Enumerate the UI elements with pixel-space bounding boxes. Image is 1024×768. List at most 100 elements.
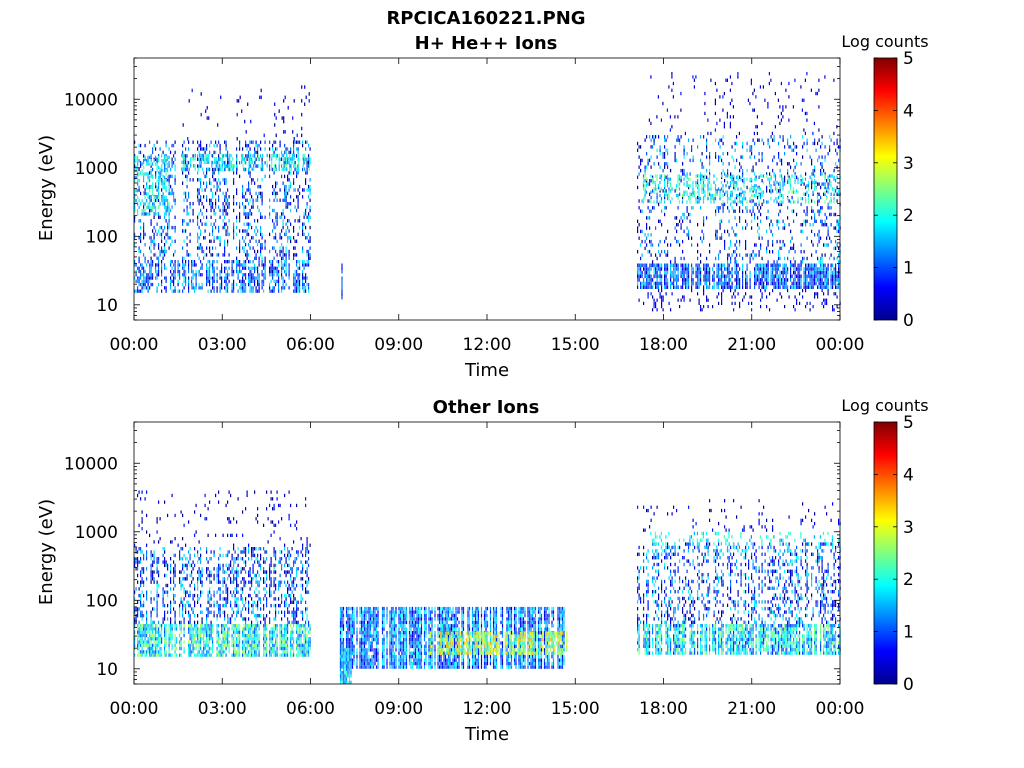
spectrogram-cell	[836, 243, 838, 247]
spectrogram-cell	[808, 267, 810, 271]
spectrogram-cell	[134, 175, 136, 179]
spectrogram-cell	[287, 106, 289, 110]
spectrogram-cell	[833, 190, 835, 194]
spectrogram-cell	[794, 278, 796, 282]
spectrogram-cell	[165, 172, 167, 176]
spectrogram-cell	[260, 195, 262, 199]
spectrogram-cell	[303, 232, 305, 237]
spectrogram-cell	[161, 273, 163, 277]
spectrogram-cell	[791, 263, 793, 268]
spectrogram-cell	[821, 165, 823, 169]
spectrogram-cell	[206, 276, 208, 280]
spectrogram-cell	[817, 285, 819, 289]
spectrogram-cell	[281, 243, 283, 247]
spectrogram-cell	[788, 162, 790, 166]
spectrogram-cell	[216, 633, 218, 638]
spectrogram-cell	[170, 174, 172, 179]
spectrogram-cell	[727, 260, 729, 264]
spectrogram-cell	[659, 239, 661, 244]
spectrogram-cell	[817, 202, 819, 207]
spectrogram-cell	[779, 105, 781, 109]
spectrogram-cell	[143, 643, 145, 647]
spectrogram-cell	[144, 256, 146, 260]
spectrogram-cell	[695, 285, 697, 289]
spectrogram-cell	[206, 624, 208, 628]
spectrogram-cell	[812, 141, 814, 146]
spectrogram-cell	[224, 246, 226, 250]
spectrogram-cell	[183, 624, 185, 628]
spectrogram-cell	[215, 157, 217, 161]
spectrogram-cell	[776, 260, 778, 264]
spectrogram-cell	[147, 650, 149, 654]
spectrogram-cell	[237, 276, 239, 280]
spectrogram-cell	[803, 270, 805, 275]
spectrogram-cell	[757, 263, 759, 268]
spectrogram-cell	[200, 624, 202, 628]
spectrogram-cell	[147, 179, 149, 183]
spectrogram-cell	[835, 162, 837, 166]
spectrogram-cell	[677, 135, 679, 139]
spectrogram-cell	[248, 160, 250, 164]
spectrogram-cell	[179, 646, 181, 651]
spectrogram-cell	[201, 266, 203, 270]
spectrogram-cell	[231, 627, 233, 631]
spectrogram-cell	[707, 285, 709, 289]
spectrogram-cell	[261, 198, 263, 202]
spectrogram-cell	[659, 281, 661, 286]
spectrogram-cell	[836, 278, 838, 282]
spectrogram-cell	[739, 162, 741, 166]
spectrogram-cell	[713, 270, 715, 275]
spectrogram-cell	[689, 197, 691, 201]
spectrogram-cell	[147, 279, 149, 283]
spectrogram-cell	[149, 633, 151, 638]
spectrogram-cell	[270, 273, 272, 277]
spectrogram-cell	[770, 229, 772, 234]
spectrogram-cell	[823, 305, 825, 309]
spectrogram-cell	[301, 85, 303, 89]
spectrogram-cell	[183, 650, 185, 654]
spectrogram-cell	[228, 643, 230, 647]
spectrogram-cell	[245, 212, 247, 216]
spectrogram-cell	[222, 219, 224, 223]
spectrogram-cell	[721, 263, 723, 268]
spectrogram-cell	[158, 198, 160, 202]
spectrogram-cell	[273, 286, 275, 290]
spectrogram-cell	[658, 243, 660, 247]
spectrogram-cell	[229, 164, 231, 168]
spectrogram-cell	[212, 191, 214, 196]
spectrogram-cell	[144, 643, 146, 647]
spectrogram-cell	[282, 222, 284, 226]
spectrogram-cell	[679, 192, 681, 196]
spectrogram-cell	[170, 191, 172, 196]
spectrogram-cell	[836, 219, 838, 223]
spectrogram-cell	[198, 225, 200, 230]
spectrogram-cell	[219, 646, 221, 651]
spectrogram-cell	[212, 154, 214, 158]
spectrogram-cell	[164, 653, 166, 657]
spectrogram-cell	[643, 301, 645, 305]
spectrogram-cell	[770, 281, 772, 286]
spectrogram-cell	[818, 236, 820, 240]
spectrogram-cell	[790, 229, 792, 234]
spectrogram-cell	[179, 633, 181, 638]
spectrogram-cell	[161, 154, 163, 158]
spectrogram-cell	[215, 150, 217, 155]
spectrogram-cell	[158, 175, 160, 179]
spectrogram-cell	[767, 267, 769, 271]
spectrogram-cell	[206, 153, 208, 158]
spectrogram-cell	[185, 260, 187, 264]
spectrogram-cell	[252, 276, 254, 280]
spectrogram-cell	[273, 198, 275, 202]
spectrogram-cell	[143, 286, 145, 290]
spectrogram-cell	[656, 187, 658, 191]
spectrogram-cell	[649, 226, 651, 230]
spectrogram-cell	[793, 256, 795, 261]
spectrogram-cell	[190, 157, 192, 161]
spectrogram-cell	[683, 274, 685, 279]
spectrogram-cell	[167, 236, 169, 240]
spectrogram-cell	[209, 181, 211, 185]
spectrogram-cell	[691, 145, 693, 149]
spectrogram-cell	[225, 630, 227, 634]
spectrogram-cell	[281, 150, 283, 155]
spectrogram-cell	[182, 222, 184, 226]
